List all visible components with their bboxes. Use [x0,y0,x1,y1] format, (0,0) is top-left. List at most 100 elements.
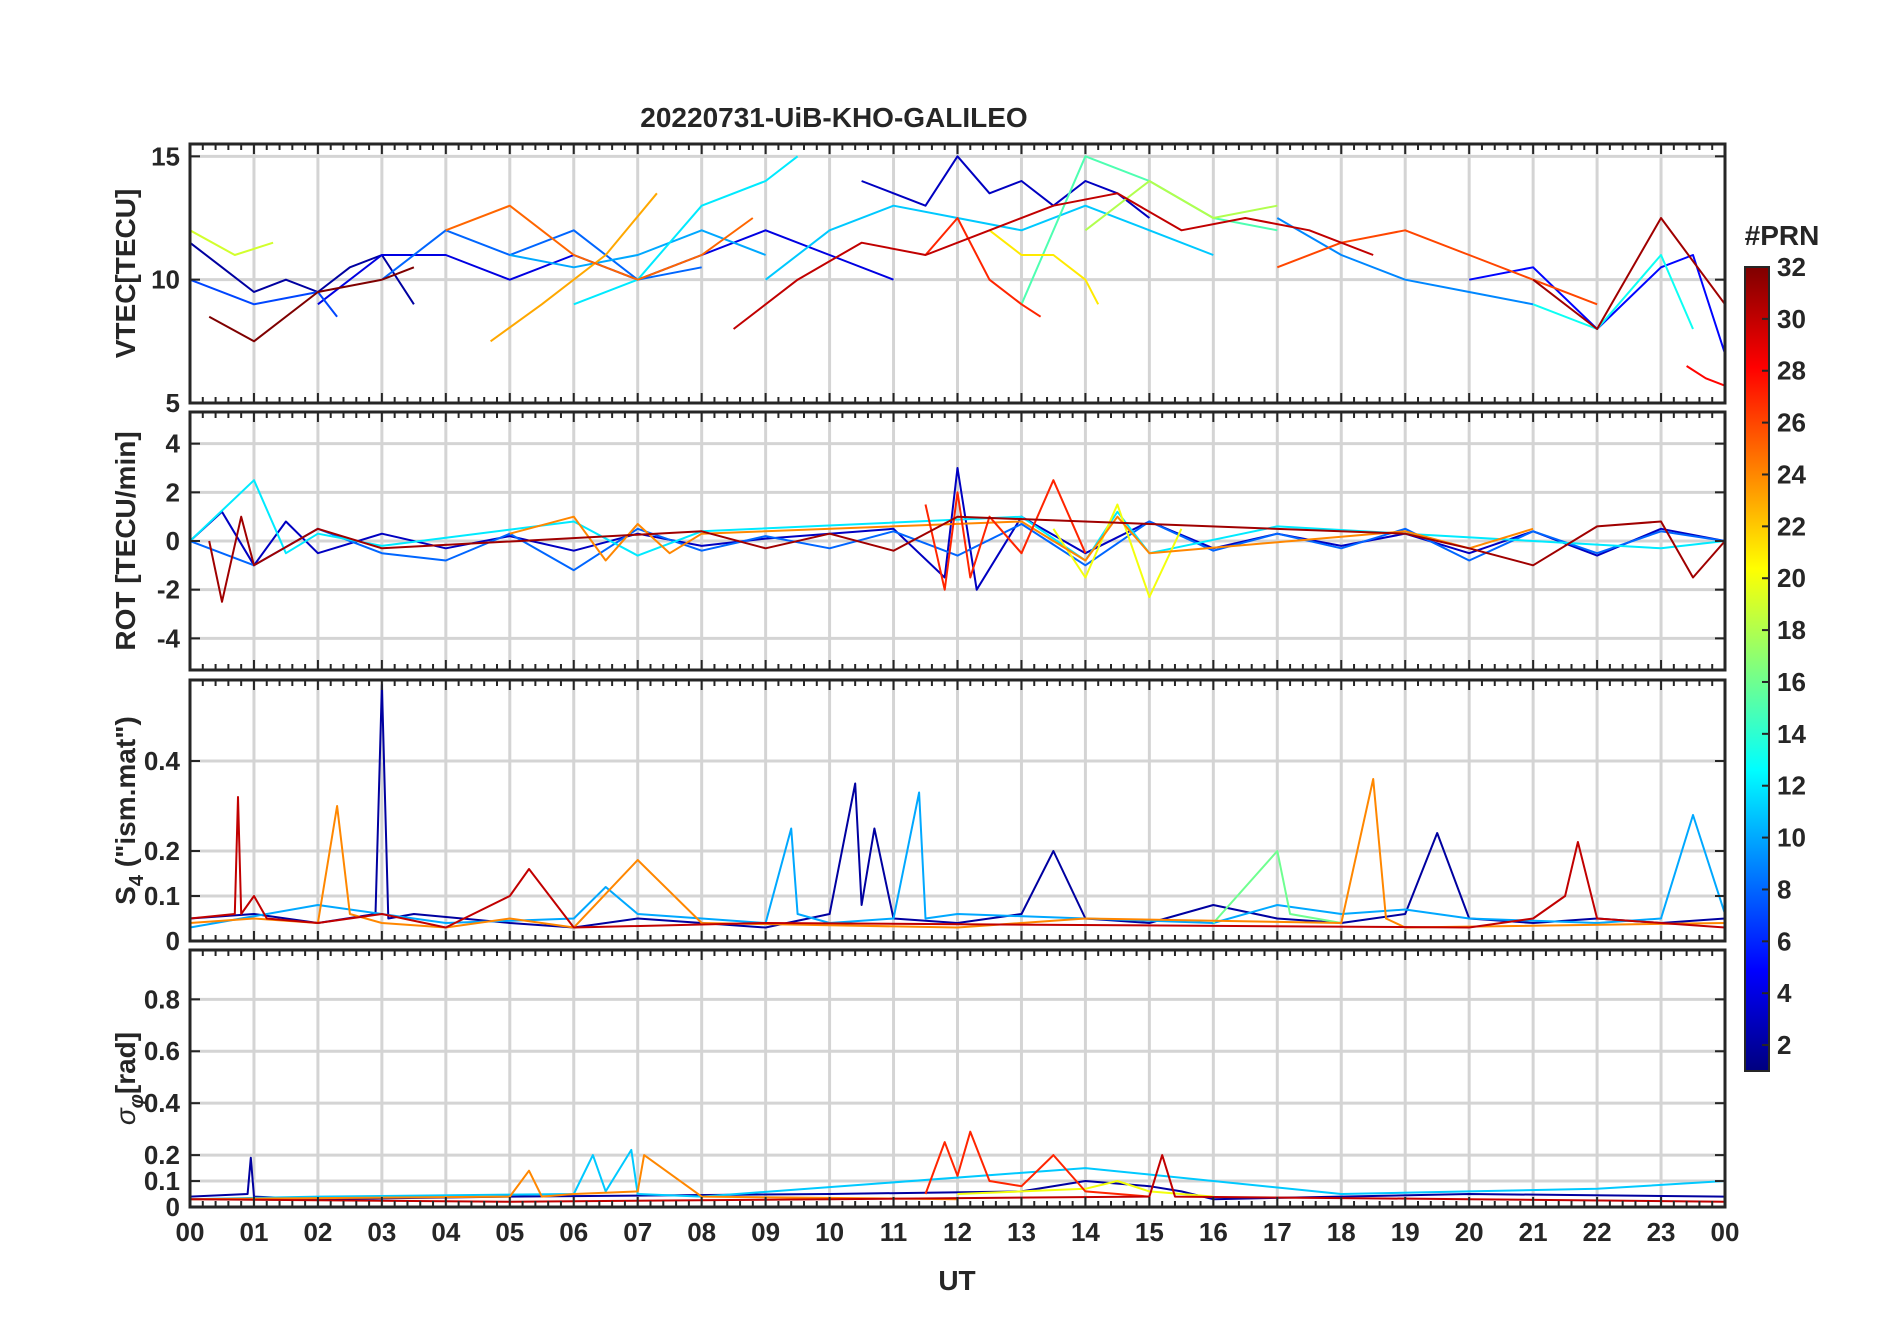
x-tick-label: 11 [880,1217,908,1247]
y-tick-label: 0.4 [144,746,181,776]
series-prn-26 [1276,229,1598,306]
x-tick-label: 08 [687,1217,716,1247]
y-tick-labels: -4 -2 0 2 4 [157,429,1725,653]
series-prn-27 [924,217,1042,318]
series-prn-7 [190,278,338,318]
y-tick-label: 0 [166,1192,180,1222]
series-prn-2 [190,683,1725,929]
colorbar-tick-label: 4 [1777,978,1792,1008]
x-tick-label: 04 [431,1217,460,1247]
series-prn-24 [190,778,1725,929]
y-axis-label: ROT [TECU/min] [110,431,141,650]
series-prn-16 [1212,850,1342,924]
y-tick-label: 15 [151,141,180,171]
y-tick-label: 0.2 [144,1140,180,1170]
series-prn-11 [764,204,1214,281]
x-tick-label: 06 [559,1217,588,1247]
series-prn-8 [381,229,702,281]
y-tick-label: 0.6 [144,1036,180,1066]
x-tick-label: 09 [751,1217,780,1247]
y-tick-label: 0.4 [144,1088,181,1118]
colorbar-tick-label: 20 [1777,563,1806,593]
grid [190,144,1725,403]
series-prn-30 [190,796,1725,929]
y-tick-label: 0.8 [144,984,180,1014]
series-group [190,155,1725,387]
colorbar-label: #PRN [1745,220,1820,251]
y-tick-labels: 00.10.2 0.4 0.6 0.8 [144,984,1725,1222]
series-prn-9 [1276,217,1534,306]
x-tick-label: 07 [623,1217,652,1247]
x-tick-label: 21 [1519,1217,1548,1247]
series-prn-32 [208,266,415,343]
series-prn-27 [924,1130,1150,1198]
y-tick-label: 0.1 [144,1166,180,1196]
x-tick-label: 02 [303,1217,332,1247]
series-prn-27 [924,479,1087,591]
colorbar-tick-label: 18 [1777,615,1806,645]
x-axis-tick-labels: 00 01 02 03 04 05 06 07 08 09 10 11 12 13 14 15 16 17 18 19… [176,1217,1740,1247]
panel-vtec: 5 10 15 VTEC[TECU] [110,141,1727,418]
y-tick-label: -4 [157,623,181,653]
y-tick-label: 0.1 [144,881,180,911]
series-prn-13 [1532,254,1694,330]
series-prn-18 [1084,180,1278,232]
y-tick-label: -2 [157,575,180,605]
grid [190,950,1725,1207]
x-ticks [189,680,1726,941]
x-tick-label: 00 [176,1217,205,1247]
x-tick-label: 05 [495,1217,524,1247]
x-ticks [189,950,1726,1207]
colorbar-scale [1744,266,1770,1072]
series-prn-30 [732,192,1374,330]
colorbar-tick-label: 24 [1777,459,1806,489]
x-tick-label: 10 [815,1217,844,1247]
series-prn-19 [190,229,274,256]
y-tick-label: 10 [151,265,180,295]
series-prn-28 [1686,365,1725,387]
series-group [190,467,1725,603]
y-tick-label: 2 [166,477,180,507]
x-tick-label: 01 [239,1217,268,1247]
x-tick-label: 23 [1647,1217,1676,1247]
series-prn-24 [509,515,1534,562]
series-prn-20 [1052,503,1183,598]
y-tick-label: 5 [166,388,180,418]
series-prn-2 [190,241,415,305]
x-tick-label: 15 [1135,1217,1164,1247]
series-prn-20 [957,1180,1214,1198]
series-prn-25 [445,204,754,281]
colorbar-tick-label: 2 [1777,1030,1791,1060]
y-axis-label: VTEC[TECU] [110,189,141,359]
colorbar-tick-label: 32 [1777,252,1806,282]
y-tick-label: 4 [166,429,181,459]
x-tick-label: 13 [1007,1217,1036,1247]
x-ticks [189,412,1726,670]
series-prn-31 [1532,217,1725,330]
colorbar-tick-label: 30 [1777,304,1806,334]
series-prn-24 [190,1154,958,1201]
y-tick-labels: 5 10 15 [151,141,1725,418]
x-axis-label: UT [938,1265,975,1296]
series-prn-8 [190,520,1725,572]
x-tick-label: 20 [1455,1217,1484,1247]
y-tick-labels: 0 0.1 0.2 0.4 [144,746,1725,956]
x-tick-label: 14 [1071,1217,1100,1247]
series-prn-21 [988,229,1100,305]
panel-s4: 0 0.1 0.2 0.4S4 ("ism.mat") [110,678,1727,956]
panel-sigma_phi: 00.10.2 0.4 0.6 0.8 σφ[rad] [110,948,1727,1222]
x-tick-label: 03 [367,1217,396,1247]
y-axis-label: σφ[rad] [110,1032,148,1125]
x-tick-label: 12 [943,1217,972,1247]
colorbar-tick-label: 22 [1777,511,1806,541]
series-prn-10 [190,791,1725,929]
series-prn-30 [190,1154,1725,1203]
colorbar-tick-label: 12 [1777,771,1806,801]
colorbar-tick-label: 10 [1777,823,1806,853]
colorbar-tick-label: 8 [1777,874,1791,904]
series-group [190,1130,1725,1203]
series-prn-3 [861,155,1151,219]
x-tick-label: 22 [1583,1217,1612,1247]
